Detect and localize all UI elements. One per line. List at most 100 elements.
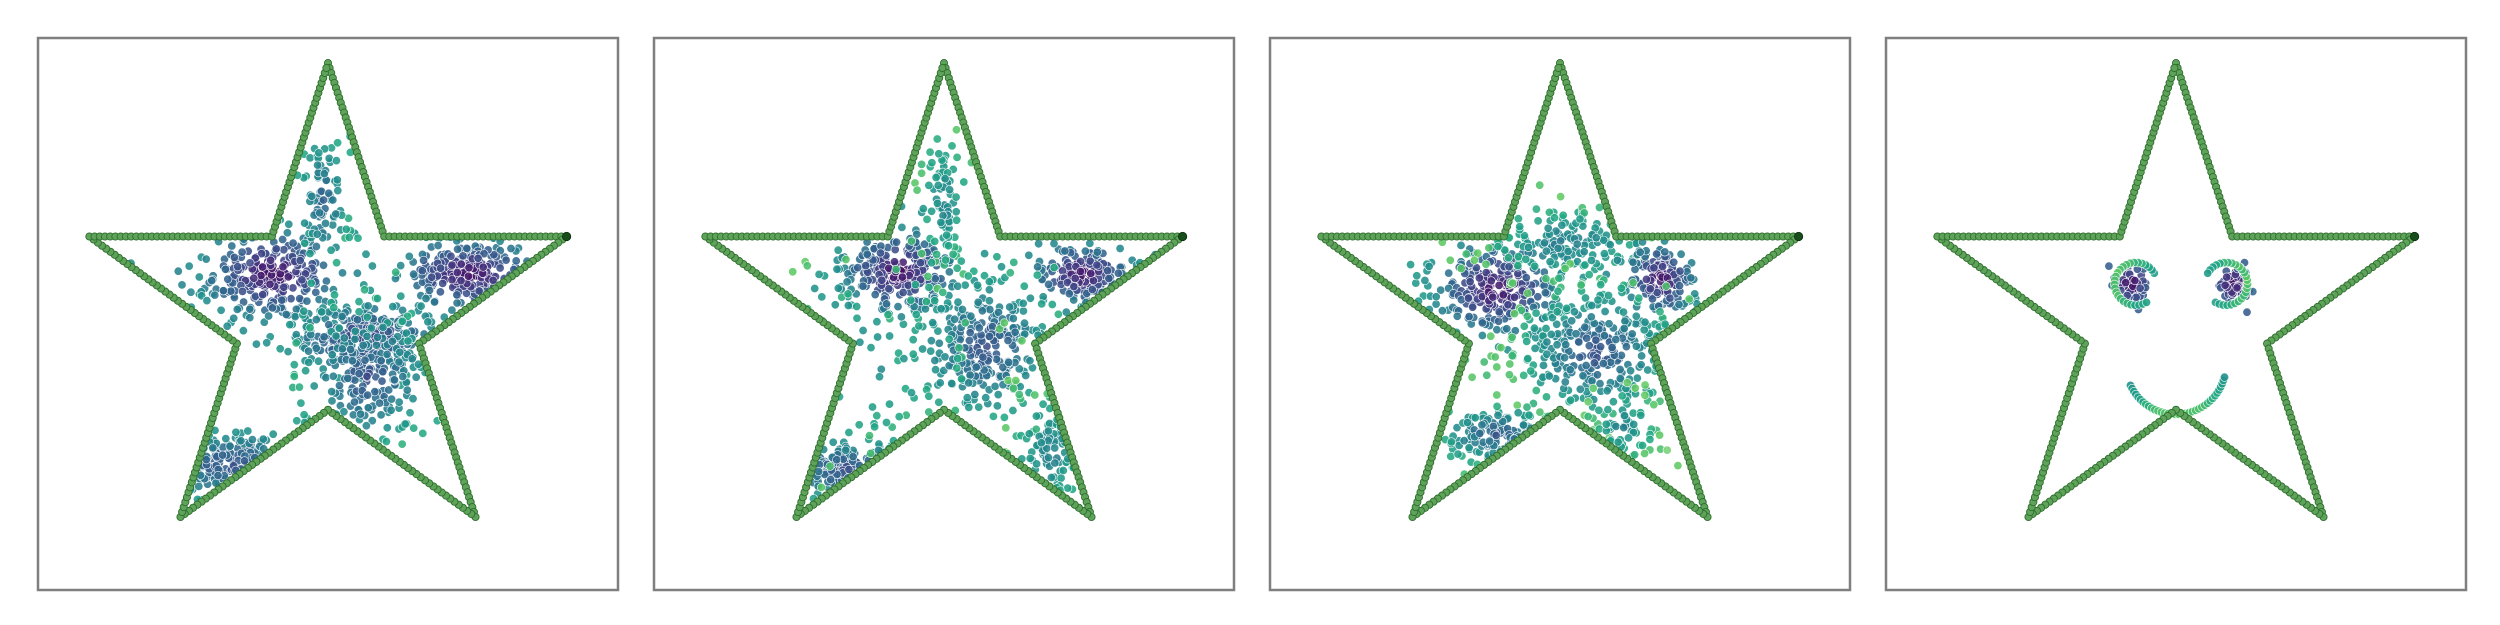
data-point [1639, 325, 1649, 335]
data-point [1085, 256, 1095, 266]
data-point [233, 262, 243, 272]
data-point [1630, 383, 1640, 393]
data-point [345, 344, 355, 354]
data-point [286, 294, 296, 304]
data-point [1569, 307, 1579, 317]
data-point [1060, 246, 1070, 256]
data-point [1010, 327, 1020, 337]
data-point [877, 275, 887, 285]
data-point [1485, 436, 1495, 446]
data-point [919, 239, 929, 249]
data-point [1437, 306, 1447, 316]
data-point [447, 260, 457, 270]
data-point [1631, 311, 1641, 321]
data-point [844, 464, 854, 474]
data-point [2232, 283, 2242, 293]
data-point [1058, 465, 1068, 475]
data-point [1456, 240, 1466, 250]
data-point [360, 285, 370, 295]
data-point [301, 366, 311, 376]
data-point [1636, 360, 1646, 370]
data-point [889, 257, 899, 267]
data-point [872, 317, 882, 327]
data-point [962, 393, 972, 403]
data-point [291, 338, 301, 348]
data-point [934, 397, 944, 407]
data-point [1562, 303, 1572, 313]
data-point [1640, 317, 1650, 327]
data-point [271, 244, 281, 254]
data-point [452, 290, 462, 300]
data-point [1021, 370, 1031, 380]
data-point [1494, 280, 1504, 290]
data-point [362, 371, 372, 381]
data-point [1025, 293, 1035, 303]
data-point [841, 255, 851, 265]
data-point [906, 295, 916, 305]
data-point [996, 262, 1006, 272]
data-point [1025, 453, 1035, 463]
data-point [1513, 214, 1523, 224]
data-point [387, 394, 397, 404]
data-point [1513, 408, 1523, 418]
data-point [353, 233, 363, 243]
data-point [930, 236, 940, 246]
data-point [403, 336, 413, 346]
data-point [2220, 372, 2230, 382]
data-point [452, 267, 462, 277]
data-point [1556, 192, 1566, 202]
data-point [223, 274, 233, 284]
data-point [844, 427, 854, 437]
data-point [898, 319, 908, 329]
data-point [1017, 336, 1027, 346]
data-point [1037, 299, 1047, 309]
data-point [1115, 244, 1125, 254]
data-point [1643, 365, 1653, 375]
data-point [1475, 428, 1485, 438]
panel-frame [652, 36, 1236, 592]
data-point [331, 331, 341, 341]
data-point [883, 310, 893, 320]
data-point [1080, 246, 1090, 256]
data-point [1619, 323, 1629, 333]
data-point [194, 272, 204, 282]
data-point [501, 255, 511, 265]
data-point [943, 241, 953, 251]
data-point [1005, 268, 1015, 278]
data-point [229, 313, 239, 323]
data-point [258, 290, 268, 300]
data-point [1519, 420, 1529, 430]
data-point [947, 141, 957, 151]
data-point [1069, 282, 1079, 292]
data-point [386, 405, 396, 415]
data-point [306, 278, 316, 288]
data-point [884, 284, 894, 294]
data-point [2142, 297, 2152, 307]
data-point [329, 303, 339, 313]
data-point [391, 267, 401, 277]
data-point [313, 356, 323, 366]
data-point [826, 475, 836, 485]
data-point [984, 331, 994, 341]
data-point [927, 206, 937, 216]
data-point [1655, 430, 1665, 440]
data-point [867, 402, 877, 412]
data-point [862, 249, 872, 259]
data-point [898, 287, 908, 297]
data-point [1576, 280, 1586, 290]
data-point [1661, 281, 1671, 291]
data-point [186, 287, 196, 297]
data-point [881, 417, 891, 427]
data-point [926, 336, 936, 346]
data-point [376, 410, 386, 420]
data-point [964, 402, 974, 412]
data-point [1640, 448, 1650, 458]
data-point [953, 353, 963, 363]
data-point [1524, 410, 1534, 420]
data-point [1406, 260, 1416, 270]
data-point [409, 423, 419, 433]
data-point [1519, 321, 1529, 331]
data-point [354, 307, 364, 317]
data-point [376, 356, 386, 366]
data-point [944, 334, 954, 344]
